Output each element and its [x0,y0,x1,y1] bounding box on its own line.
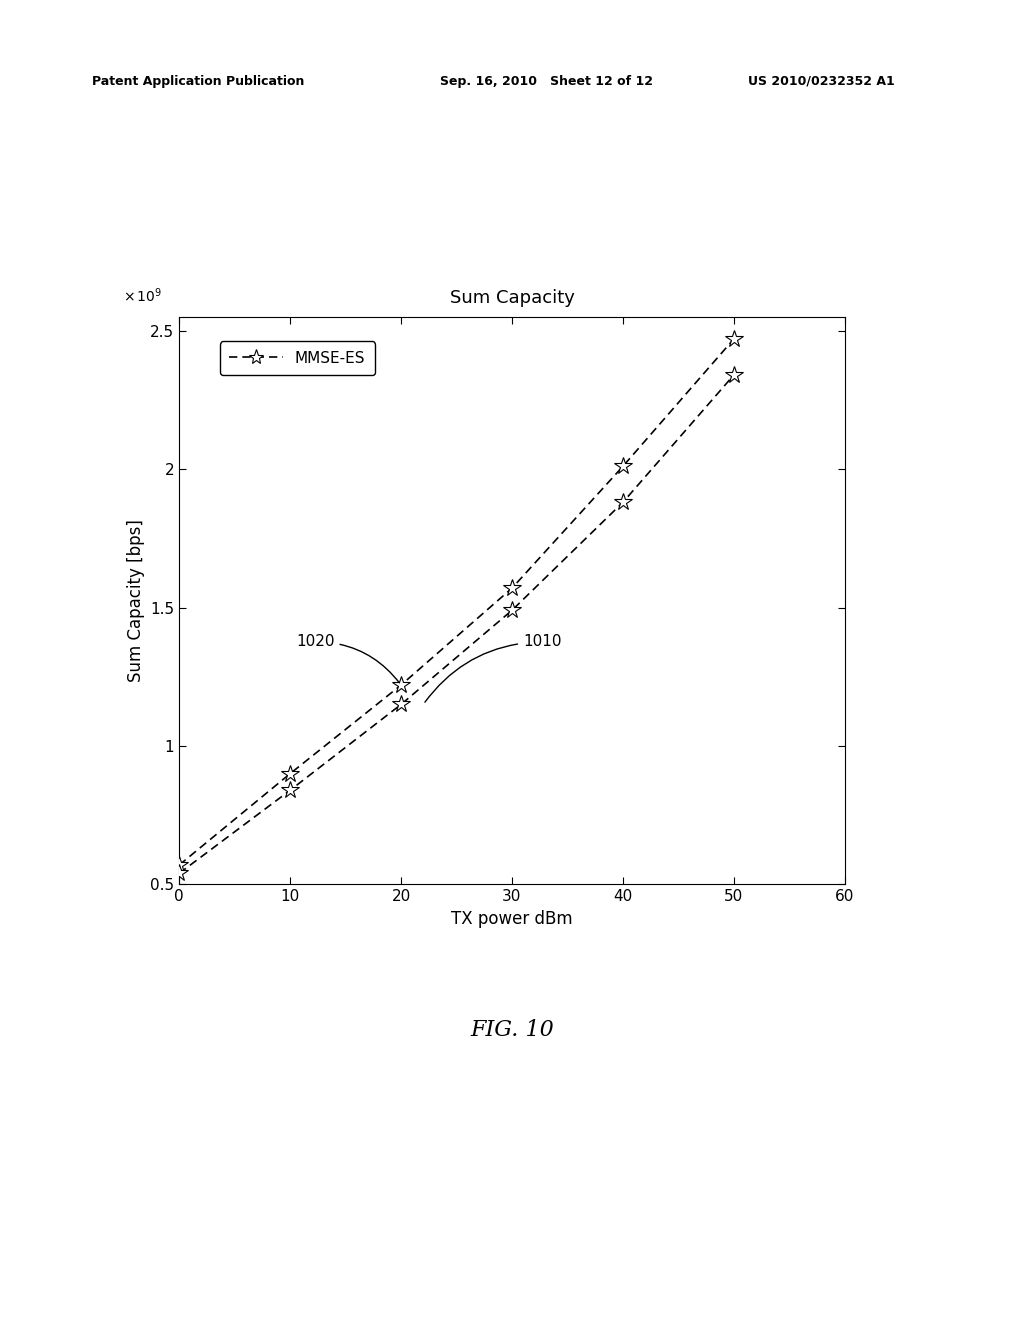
X-axis label: TX power dBm: TX power dBm [452,909,572,928]
Y-axis label: Sum Capacity [bps]: Sum Capacity [bps] [127,519,144,682]
Legend: MMSE-ES: MMSE-ES [220,342,375,375]
Title: Sum Capacity: Sum Capacity [450,289,574,308]
Text: Patent Application Publication: Patent Application Publication [92,75,304,88]
Text: 1010: 1010 [425,635,561,702]
Text: 1020: 1020 [296,635,399,682]
Text: US 2010/0232352 A1: US 2010/0232352 A1 [748,75,894,88]
Text: FIG. 10: FIG. 10 [470,1019,554,1040]
Text: $\times\,10^9$: $\times\,10^9$ [123,286,162,305]
Text: Sep. 16, 2010   Sheet 12 of 12: Sep. 16, 2010 Sheet 12 of 12 [440,75,653,88]
